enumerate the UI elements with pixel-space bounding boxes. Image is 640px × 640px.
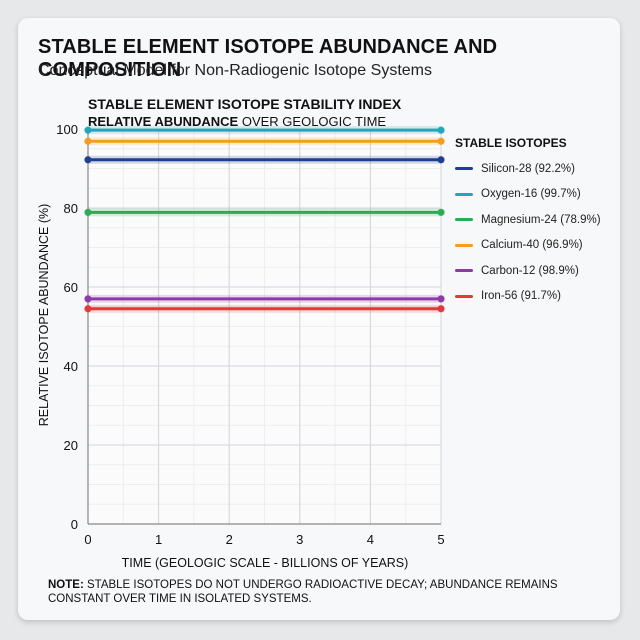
legend-label: Iron-56 (91.7%) — [481, 290, 561, 303]
x-tick-label: 3 — [296, 532, 303, 547]
legend-swatch — [455, 294, 473, 298]
legend-label: Carbon-12 (98.9%) — [481, 264, 579, 277]
series-point-4 — [84, 295, 92, 303]
chart-subtitle-rest: OVER GEOLOGIC TIME — [238, 114, 387, 129]
legend-items: Silicon-28 (92.2%) Oxygen-16 (99.7%) Magne… — [455, 160, 625, 305]
chart-subtitle: RELATIVE ABUNDANCE OVER GEOLOGIC TIME — [88, 114, 386, 129]
legend-swatch — [455, 269, 473, 273]
x-tick-label: 4 — [367, 532, 374, 547]
legend-swatch — [455, 218, 473, 222]
footnote-text: STABLE ISOTOPES DO NOT UNDERGO RADIOACTI… — [48, 579, 558, 605]
legend-item: Iron-56 (91.7%) — [455, 288, 625, 305]
legend-swatch — [455, 167, 473, 170]
y-tick-label: 40 — [64, 359, 78, 374]
legend-item: Silicon-28 (92.2%) — [455, 160, 625, 177]
series-point-4 — [437, 295, 445, 303]
series-point-2 — [437, 208, 445, 216]
x-tick-label: 0 — [84, 532, 91, 547]
chart-grid — [87, 128, 442, 525]
series-point-0 — [437, 156, 445, 164]
legend-item: Carbon-12 (98.9%) — [455, 262, 625, 279]
x-tick-label: 5 — [437, 532, 444, 547]
legend-label: Magnesium-24 (78.9%) — [481, 213, 601, 226]
chart-title: STABLE ELEMENT ISOTOPE STABILITY INDEX — [88, 96, 402, 112]
footnote-label: NOTE: — [48, 579, 84, 591]
legend-swatch — [455, 192, 473, 196]
legend-label: Oxygen-16 (99.7%) — [481, 188, 581, 201]
page-title: STABLE ELEMENT ISOTOPE ABUNDANCE AND COM… — [38, 36, 498, 81]
legend-label: Silicon-28 (92.2%) — [481, 162, 575, 175]
chart-subtitle-bold: RELATIVE ABUNDANCE — [88, 114, 239, 129]
legend: STABLE ISOTOPES Silicon-28 (92.2%) Oxygen… — [455, 136, 625, 314]
series-point-1 — [437, 126, 445, 134]
legend-swatch — [455, 243, 473, 247]
series-point-0 — [84, 156, 92, 164]
chart-axes: 0 1 2 3 4 5 0 20 40 60 80 100 — [56, 122, 444, 547]
series-point-5 — [437, 305, 445, 313]
legend-item: Calcium-40 (96.9%) — [455, 237, 625, 254]
footnote: NOTE: STABLE ISOTOPES DO NOT UNDERGO RAD… — [48, 578, 588, 606]
series-point-1 — [84, 126, 92, 134]
y-tick-label: 60 — [64, 280, 78, 295]
y-tick-label: 20 — [64, 438, 78, 453]
series-point-2 — [84, 208, 92, 216]
series-point-5 — [84, 305, 92, 313]
page-subtitle: Conceptual Model for Non-Radiogenic Isot… — [38, 62, 432, 79]
x-tick-label: 2 — [226, 532, 233, 547]
y-tick-label: 100 — [56, 122, 78, 137]
legend-label: Calcium-40 (96.9%) — [481, 239, 583, 252]
chart-series — [84, 126, 445, 313]
series-point-3 — [84, 137, 92, 145]
series-point-3 — [437, 137, 445, 145]
y-axis-label: RELATIVE ISOTOPE ABUNDANCE (%) — [37, 204, 51, 427]
legend-title: STABLE ISOTOPES — [455, 136, 567, 150]
x-tick-label: 1 — [155, 532, 162, 547]
legend-item: Oxygen-16 (99.7%) — [455, 186, 625, 203]
x-axis-label: TIME (GEOLOGIC SCALE - BILLIONS OF YEARS… — [122, 556, 409, 570]
y-tick-label: 80 — [64, 201, 78, 216]
y-tick-label: 0 — [71, 517, 78, 532]
legend-item: Magnesium-24 (78.9%) — [455, 211, 625, 228]
